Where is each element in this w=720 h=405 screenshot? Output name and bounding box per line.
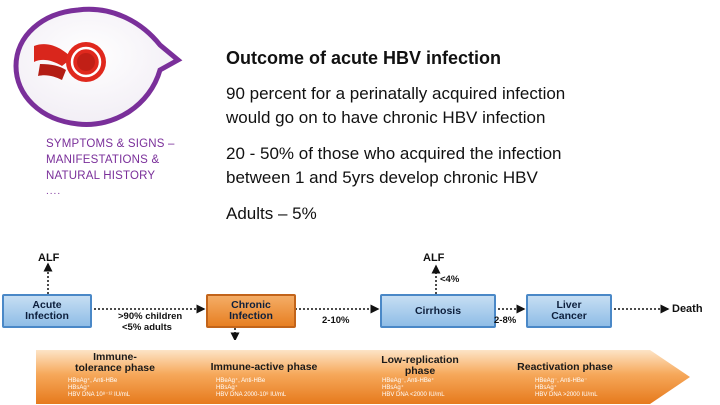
phase-detail: HBeAg⁻, Anti-HBe⁺ (382, 378, 435, 384)
phase-detail: HBsAg⁺ (535, 385, 557, 391)
phase-details-low-replication: HBeAg⁻, Anti-HBe⁺ HBsAg⁺ HBV DNA <2000 I… (382, 378, 445, 399)
phase-detail: HBV DNA 2000-10⁸ IU/mL (216, 392, 287, 398)
node-text: Infection (229, 310, 273, 322)
alf-right-label: ALF (423, 252, 445, 264)
section-label-line: NATURAL HISTORY (46, 170, 156, 182)
section-label-line: MANIFESTATIONS & (46, 154, 160, 166)
bullet-line: Adults – 5% (226, 204, 317, 223)
phase-name-immune-tolerance: Immune- tolerance phase (55, 352, 175, 374)
phase-details-immune-tolerance: HBeAg⁺, Anti-HBe HBsAg⁺ HBV DNA 10⁸⁻¹² I… (68, 378, 130, 399)
slide-title: Outcome of acute HBV infection (226, 48, 502, 68)
acute-infection-node: Acute Infection (2, 294, 92, 328)
phase-detail: HBV DNA 10⁸⁻¹² IU/mL (68, 392, 131, 398)
bullet-line: would go on to have chronic HBV infectio… (226, 108, 546, 127)
phase-detail: HBV DNA >2000 IU/mL (535, 392, 598, 398)
phase-name-reactivation: Reactivation phase (500, 362, 630, 373)
node-text: Chronic (231, 299, 271, 311)
node-text: Acute (32, 299, 62, 311)
phase-name-line: tolerance phase (75, 362, 155, 374)
section-dots: .... (46, 186, 62, 197)
bullet-line: 90 percent for a perinatally acquired in… (226, 84, 566, 103)
phase-name-immune-active: Immune-active phase (190, 362, 338, 373)
phase-detail: HBeAg⁻, Anti-HBe⁻ (535, 378, 588, 384)
phase-name-line: Reactivation phase (517, 361, 613, 373)
phase-name-line: Immune- (93, 351, 137, 363)
phase-name-line: Low-replication (381, 354, 459, 366)
death-label: Death (672, 303, 703, 315)
transition-label: <4% (440, 274, 460, 285)
section-label-line: SYMPTOMS & SIGNS – (46, 138, 175, 150)
transition-label: 2-8% (494, 315, 517, 326)
phase-banner (36, 350, 690, 404)
transition-label: <5% adults (122, 322, 172, 333)
node-text: Cirrhosis (414, 304, 462, 317)
liver-cancer-node: Liver Cancer (526, 294, 612, 328)
phase-detail: HBeAg⁺, Anti-HBe (68, 378, 118, 384)
bullet-line: 20 - 50% of those who acquired the infec… (226, 144, 562, 163)
phase-details-reactivation: HBeAg⁻, Anti-HBe⁻ HBsAg⁺ HBV DNA >2000 I… (535, 378, 598, 399)
bullet-line: between 1 and 5yrs develop chronic HBV (226, 168, 538, 187)
phase-detail: HBsAg⁺ (216, 385, 238, 391)
section-logo (13, 6, 183, 127)
transition-label: >90% children (118, 311, 183, 322)
node-text: Infection (25, 310, 69, 322)
section-label: SYMPTOMS & SIGNS – MANIFESTATIONS & NATU… (46, 136, 226, 184)
red-rosette-ribbon-icon (34, 42, 106, 82)
alf-left-label: ALF (38, 252, 60, 264)
flow-connectors (43, 262, 670, 340)
phase-detail: HBsAg⁺ (68, 385, 90, 391)
phase-name-low-replication: Low-replication phase (362, 355, 478, 377)
phase-detail: HBsAg⁺ (382, 385, 404, 391)
phase-name-line: Immune-active phase (210, 361, 318, 373)
chronic-infection-node: Chronic Infection (206, 294, 296, 328)
node-text: Liver (556, 299, 582, 311)
phase-detail: HBV DNA <2000 IU/mL (382, 392, 445, 398)
phase-name-line: phase (404, 365, 436, 377)
node-text: Cancer (551, 310, 587, 322)
phase-detail: HBeAg⁺, Anti-HBe (216, 378, 266, 384)
transition-label: 2-10% (322, 315, 350, 326)
cirrhosis-node: Cirrhosis (380, 294, 496, 328)
phase-details-immune-active: HBeAg⁺, Anti-HBe HBsAg⁺ HBV DNA 2000-10⁸… (216, 378, 286, 399)
